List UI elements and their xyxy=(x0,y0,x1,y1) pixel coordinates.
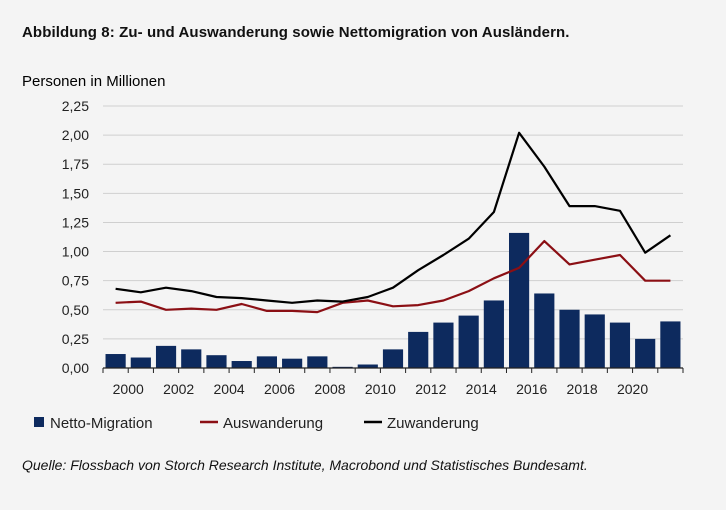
legend-swatch-netto-migration xyxy=(34,417,44,427)
y-tick-label: 1,50 xyxy=(62,185,89,201)
lines xyxy=(115,131,672,314)
bar-netto-migration xyxy=(635,338,656,368)
gridlines xyxy=(103,105,683,340)
bar-netto-migration xyxy=(105,354,126,368)
bar-netto-migration xyxy=(282,358,303,368)
y-tick-labels: 0,00 0,25 0,50 0,75 1,00 1,25 1,50 1,75 2,00 2,25 xyxy=(62,98,89,376)
bar-netto-migration xyxy=(181,349,202,368)
bar-netto-migration xyxy=(534,293,555,368)
bar-netto-migration xyxy=(382,349,404,368)
y-tick-label: 1,00 xyxy=(62,244,89,260)
x-tick-label: 2002 xyxy=(163,381,194,397)
bars xyxy=(105,232,681,368)
x-tick-label: 2006 xyxy=(264,381,295,397)
bar-netto-migration xyxy=(155,345,177,368)
source-note: Quelle: Flossbach von Storch Research In… xyxy=(22,457,588,473)
y-tick-label: 0,75 xyxy=(62,273,89,289)
y-tick-label: 1,25 xyxy=(62,214,89,230)
y-tick-label: 1,75 xyxy=(62,156,89,172)
bar-netto-migration xyxy=(483,300,504,368)
y-axis-label: Personen in Millionen xyxy=(22,73,165,90)
x-tick-label: 2020 xyxy=(617,381,648,397)
legend-label-netto-migration: Netto-Migration xyxy=(50,415,153,432)
y-tick-label: 0,00 xyxy=(62,360,89,376)
x-tick-label: 2004 xyxy=(214,381,245,397)
x-tick-label: 2014 xyxy=(466,381,497,397)
y-tick-label: 2,00 xyxy=(62,127,89,143)
bar-netto-migration xyxy=(130,357,151,368)
bar-netto-migration xyxy=(458,315,479,368)
bar-netto-migration xyxy=(609,322,631,368)
x-axis: 2000 2002 2004 2006 2008 2010 2012 2014 2016 2018… xyxy=(102,367,684,397)
bar-netto-migration xyxy=(660,321,681,368)
y-tick-label: 0,25 xyxy=(62,331,89,347)
x-tick-label: 2000 xyxy=(113,381,144,397)
bar-netto-migration xyxy=(256,356,277,368)
x-tick-label: 2010 xyxy=(365,381,396,397)
bar-netto-migration xyxy=(357,364,378,368)
bar-netto-migration xyxy=(307,356,328,368)
bar-netto-migration xyxy=(584,314,605,368)
line-zuwanderung xyxy=(115,131,672,304)
bar-netto-migration xyxy=(559,309,580,368)
y-tick-label: 2,25 xyxy=(62,98,89,114)
bar-netto-migration xyxy=(433,322,454,368)
bar-netto-migration xyxy=(408,331,429,368)
bar-netto-migration xyxy=(509,232,530,368)
x-tick-label: 2018 xyxy=(567,381,598,397)
legend-label-zuwanderung: Zuwanderung xyxy=(387,415,479,432)
x-tick-label: 2008 xyxy=(314,381,345,397)
line-auswanderung xyxy=(115,240,671,314)
chart-title: Abbildung 8: Zu- und Auswanderung sowie … xyxy=(22,24,570,41)
x-tick-label: 2012 xyxy=(415,381,446,397)
x-tick-label: 2016 xyxy=(516,381,547,397)
y-tick-label: 0,50 xyxy=(62,302,89,318)
legend: Netto-Migration Auswanderung Zuwanderung xyxy=(34,415,479,432)
legend-label-auswanderung: Auswanderung xyxy=(223,415,323,432)
bar-netto-migration xyxy=(231,361,252,368)
bar-netto-migration xyxy=(206,355,227,368)
